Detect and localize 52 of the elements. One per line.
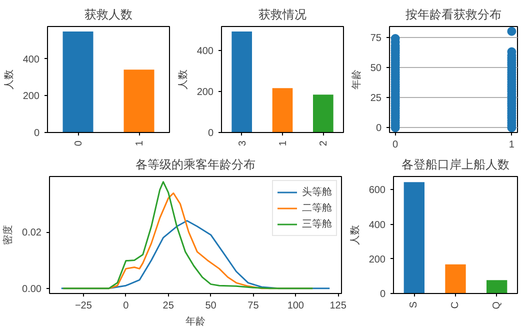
y-tick-label: 25 (370, 93, 382, 104)
x-tick-label: 0 (123, 300, 130, 312)
x-tick-label: 1 (134, 140, 146, 146)
y-tick-label: 0 (34, 128, 40, 139)
x-tick-label: −25 (74, 300, 92, 312)
x-axis-title: 年龄 (186, 316, 206, 328)
x-tick-label: C (450, 301, 461, 309)
x-tick-label: 2 (318, 140, 330, 146)
y-tick-label: 75 (370, 32, 382, 44)
y-tick-label: 0.00 (22, 284, 42, 295)
x-tick-label: S (408, 301, 420, 308)
x-tick-label: 0 (74, 140, 84, 146)
legend-label: 头等舱 (302, 186, 332, 199)
y-axis-title: 人数 (350, 225, 361, 245)
chart-title: 获救人数 (84, 8, 132, 22)
y-tick-label: 0 (376, 123, 382, 134)
chart-title: 获救情况 (258, 8, 306, 22)
bar (404, 182, 424, 294)
y-tick-label: 200 (368, 254, 386, 266)
bar (272, 88, 293, 132)
y-tick-label: 0 (208, 128, 214, 139)
y-tick-label: 200 (196, 86, 214, 98)
x-tick-label: 1 (508, 140, 515, 150)
x-tick-label: Q (491, 301, 502, 310)
x-tick-label: 3 (237, 140, 248, 146)
bar (313, 94, 334, 132)
x-tick-label: 1 (278, 140, 289, 146)
x-tick-label: 25 (162, 300, 174, 312)
chart-title: 各等级的乘客年龄分布 (136, 158, 256, 172)
x-tick-label: 0 (392, 140, 399, 150)
y-tick-label: 400 (368, 220, 386, 231)
chart-title: 按年龄看获救分布 (406, 8, 502, 22)
y-tick-label: 400 (22, 54, 40, 66)
y-axis-title: 人数 (4, 70, 15, 90)
x-tick-label: 125 (330, 300, 347, 312)
y-tick-label: 0.02 (22, 228, 42, 239)
bar (232, 32, 252, 132)
y-tick-label: 200 (22, 91, 40, 102)
y-tick-label: 0 (380, 289, 386, 300)
y-axis-title: 年龄 (350, 70, 362, 90)
y-axis-title: 密度 (2, 225, 14, 245)
bar (445, 264, 466, 294)
y-axis-title: 人数 (178, 70, 189, 90)
legend-label: 二等舱 (302, 202, 332, 215)
y-tick-label: 600 (368, 185, 386, 196)
legend-label: 三等舱 (302, 218, 332, 231)
y-tick-label: 400 (196, 46, 214, 57)
x-tick-label: 75 (248, 300, 260, 312)
chart-title: 各登船口岸上船人数 (402, 158, 510, 172)
x-tick-label: 100 (287, 300, 304, 312)
y-tick-label: 50 (370, 62, 382, 74)
bar (486, 280, 508, 294)
